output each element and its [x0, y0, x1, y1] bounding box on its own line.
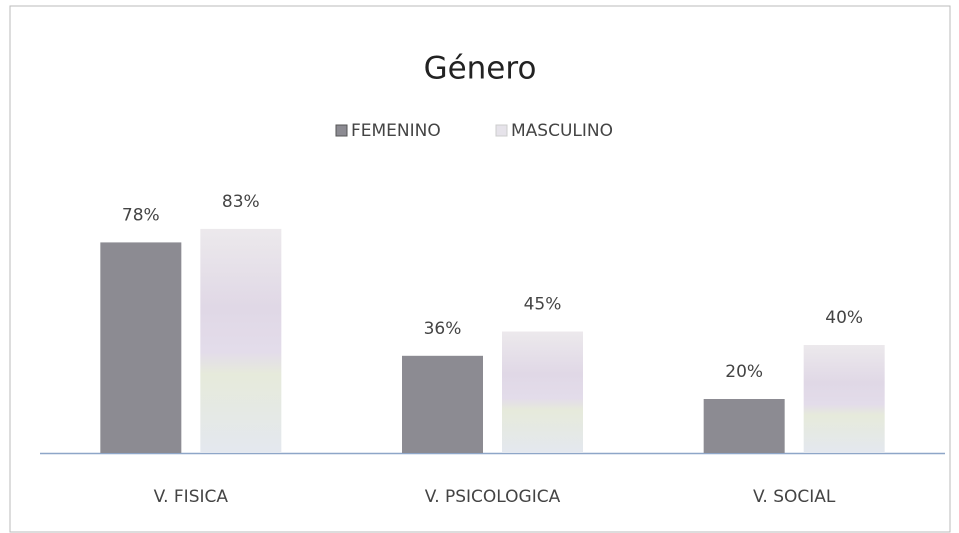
bar — [402, 355, 483, 453]
data-label: 78% — [122, 205, 160, 225]
bar — [100, 242, 182, 453]
bar — [200, 228, 282, 453]
chart-title: Género — [424, 51, 537, 87]
data-label: 45% — [524, 295, 562, 315]
bar — [803, 345, 885, 453]
bar — [502, 331, 583, 453]
data-label: 83% — [222, 192, 260, 212]
data-label: 36% — [424, 319, 462, 339]
legend-label: FEMENINO — [351, 121, 441, 141]
x-tick-label: V. SOCIAL — [753, 487, 836, 507]
x-tick-label: V. FISICA — [154, 487, 229, 507]
data-label: 40% — [825, 308, 863, 328]
x-tick-label: V. PSICOLOGICA — [425, 487, 561, 507]
bar — [703, 399, 785, 453]
data-label: 20% — [725, 362, 763, 382]
legend-swatch — [335, 124, 348, 137]
legend-label: MASCULINO — [511, 121, 613, 141]
legend-swatch — [495, 124, 508, 137]
